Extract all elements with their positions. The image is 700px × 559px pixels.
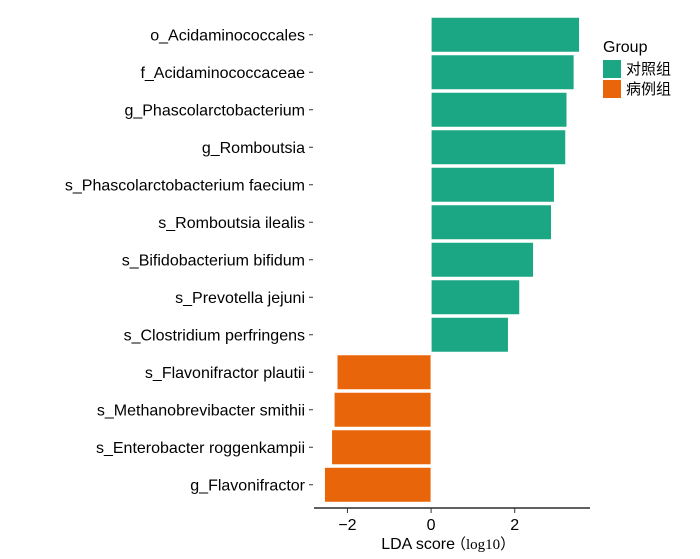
legend-swatch bbox=[603, 80, 621, 98]
legend-swatch bbox=[603, 60, 621, 78]
bar bbox=[430, 204, 553, 241]
category-label: g_Phascolarctobacterium bbox=[124, 102, 305, 119]
category-label: s_Flavonifractor plautii bbox=[145, 365, 305, 382]
x-tick-label: 0 bbox=[427, 517, 436, 534]
x-ticks: −2 0 2 bbox=[338, 508, 519, 534]
category-label: s_Clostridium perfringens bbox=[124, 327, 305, 344]
category-label: s_Bifidobacterium bifidum bbox=[122, 252, 305, 269]
category-label: s_Phascolarctobacterium faecium bbox=[65, 177, 305, 194]
category-label: s_Romboutsia ilealis bbox=[158, 215, 305, 232]
category-label: s_Methanobrevibacter smithii bbox=[97, 402, 305, 419]
bar bbox=[331, 429, 432, 466]
category-labels: o_Acidaminococcales f_Acidaminococcaceaeg… bbox=[65, 27, 306, 494]
bar bbox=[430, 16, 581, 53]
bar bbox=[430, 54, 575, 91]
category-label: s_Enterobacter roggenkampii bbox=[96, 440, 305, 457]
bar bbox=[430, 91, 568, 128]
y-tick-marks bbox=[309, 34, 313, 486]
legend-title: Group bbox=[603, 39, 648, 56]
bar bbox=[430, 279, 521, 316]
bar bbox=[333, 391, 432, 428]
legend-label: 病例组 bbox=[626, 80, 671, 98]
category-label: g_Flavonifractor bbox=[190, 477, 305, 494]
x-axis-unit: （log10） bbox=[451, 536, 515, 553]
bar bbox=[323, 466, 432, 503]
bar bbox=[430, 129, 567, 166]
category-label: f_Acidaminococcaceae bbox=[140, 65, 305, 82]
bar bbox=[430, 166, 555, 203]
bar bbox=[430, 241, 535, 278]
bar bbox=[430, 316, 509, 353]
category-label: s_Prevotella jejuni bbox=[175, 290, 305, 307]
x-tick-label: 2 bbox=[510, 517, 519, 534]
category-label: g_Romboutsia bbox=[202, 140, 305, 157]
bars-layer bbox=[323, 16, 581, 503]
x-tick-label: −2 bbox=[338, 517, 356, 534]
bar bbox=[336, 354, 432, 391]
legend-label: 对照组 bbox=[626, 60, 671, 78]
category-label: o_Acidaminococcales bbox=[150, 27, 305, 44]
x-axis-title: LDA score bbox=[381, 536, 455, 553]
